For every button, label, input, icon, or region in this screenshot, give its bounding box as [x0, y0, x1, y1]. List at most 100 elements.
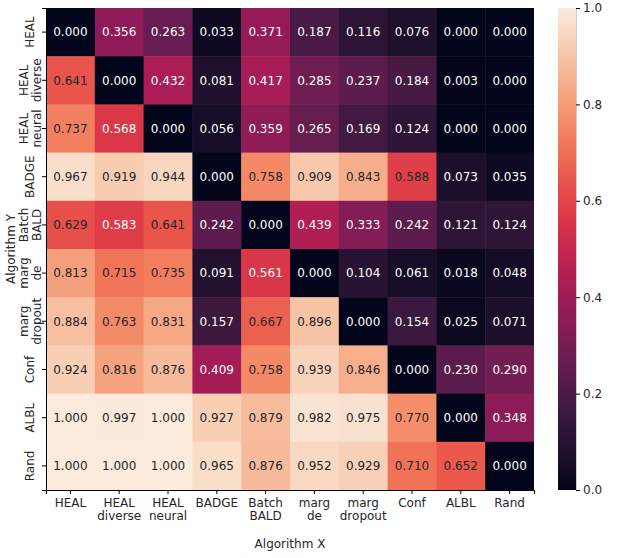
cell	[192, 249, 241, 298]
cell	[436, 153, 485, 202]
cell	[95, 442, 144, 490]
cell-label: 0.091	[200, 266, 234, 280]
cell-label: 0.641	[151, 218, 185, 232]
cell-label: 0.356	[102, 25, 136, 39]
cell-label: 0.939	[297, 363, 331, 377]
cell	[46, 394, 95, 443]
cell	[46, 249, 95, 298]
cell	[46, 442, 95, 490]
cell-label: 0.735	[151, 266, 185, 280]
cell-label: 0.843	[346, 170, 380, 184]
x-tick-label: ALBL	[446, 496, 476, 510]
x-axis: HEALHEALdiverseHEALneuralBADGEBatchBALDm…	[47, 490, 535, 523]
cell-label: 0.242	[395, 218, 429, 232]
cell-label: 0.409	[200, 363, 234, 377]
y-tick: HEAL	[23, 16, 46, 48]
cell-label: 0.000	[151, 122, 185, 136]
cell	[46, 104, 95, 153]
cell-label: 0.265	[297, 122, 331, 136]
y-tick-mark	[42, 369, 46, 370]
cell	[95, 201, 144, 250]
x-tick-mark	[119, 490, 120, 494]
cell-label: 0.710	[395, 459, 429, 473]
cell	[339, 249, 388, 298]
cell-label: 0.641	[53, 74, 87, 88]
x-tick-label: BADGE	[196, 496, 239, 510]
cell-label: 0.927	[200, 411, 234, 425]
x-tick-mark	[216, 490, 217, 494]
cell	[290, 442, 339, 490]
cell-label: 0.583	[102, 218, 136, 232]
colorbar-tick-label: 0.4	[583, 291, 602, 305]
x-tick-mark	[363, 490, 364, 494]
cell-label: 0.000	[395, 363, 429, 377]
cell	[290, 153, 339, 202]
cell-label: 0.184	[395, 74, 429, 88]
cell-label: 0.831	[151, 315, 185, 329]
cell	[290, 249, 339, 298]
cell	[388, 297, 437, 346]
cell	[46, 153, 95, 202]
cell	[290, 297, 339, 346]
x-tick-label: HEALdiverse	[97, 496, 141, 524]
cell-label: 0.561	[248, 266, 282, 280]
cell-label: 0.000	[492, 25, 526, 39]
cell	[339, 104, 388, 153]
cell-label: 0.263	[151, 25, 185, 39]
y-tick-label: Conf	[23, 355, 37, 383]
cell	[485, 201, 534, 250]
cell	[388, 442, 437, 490]
x-tick-label: Rand	[494, 496, 525, 510]
cells	[46, 8, 534, 490]
cell-labels: 0.0000.3560.2630.0330.3710.1870.1160.076…	[53, 25, 527, 473]
cell	[485, 442, 534, 490]
y-tick-label: HEALneural	[17, 109, 44, 147]
cell-label: 0.000	[53, 25, 87, 39]
cell	[46, 345, 95, 394]
colorbar-tick: 0.6	[576, 194, 602, 208]
x-tick-mark	[168, 490, 169, 494]
cell	[388, 104, 437, 153]
colorbar-tick-mark	[576, 490, 580, 491]
cell-label: 0.919	[102, 170, 136, 184]
cell-label: 0.884	[53, 315, 87, 329]
colorbar-tick-label: 1.0	[583, 1, 602, 15]
cell-label: 0.000	[492, 74, 526, 88]
cell-label: 0.965	[200, 459, 234, 473]
cell	[192, 394, 241, 443]
y-tick: HEALdiverse	[17, 58, 46, 102]
cell	[339, 8, 388, 57]
cell	[241, 249, 290, 298]
cell-label: 0.982	[297, 411, 331, 425]
x-tick-mark	[314, 490, 315, 494]
cell-label: 0.952	[297, 459, 331, 473]
y-tick: margdropout	[17, 298, 46, 345]
colorbar-axis: 0.00.20.40.60.81.0	[576, 1, 602, 497]
cell-label: 0.879	[248, 411, 282, 425]
cell-label: 0.061	[395, 266, 429, 280]
cell-label: 0.432	[151, 74, 185, 88]
cell-label: 0.121	[444, 218, 478, 232]
cell-label: 0.154	[395, 315, 429, 329]
cell-label: 0.285	[297, 74, 331, 88]
colorbar-tick: 0.2	[576, 387, 602, 401]
cell-label: 0.187	[297, 25, 331, 39]
y-tick-label: Rand	[23, 451, 37, 482]
y-tick-label: ALBL	[23, 402, 37, 432]
colorbar-tick-mark	[576, 201, 580, 202]
cell	[485, 249, 534, 298]
x-tick: HEAL	[55, 490, 87, 510]
cell-label: 0.071	[492, 315, 526, 329]
cell	[144, 345, 193, 394]
colorbar-tick-label: 0.2	[583, 387, 602, 401]
x-tick: Rand	[494, 490, 525, 510]
cell	[485, 153, 534, 202]
cell	[388, 201, 437, 250]
cell	[339, 345, 388, 394]
cell-label: 0.104	[346, 266, 380, 280]
cell-label: 0.417	[248, 74, 282, 88]
cell-label: 0.770	[395, 411, 429, 425]
x-axis-title: Algorithm X	[255, 537, 326, 551]
cell	[339, 153, 388, 202]
cell-label: 0.048	[492, 266, 526, 280]
